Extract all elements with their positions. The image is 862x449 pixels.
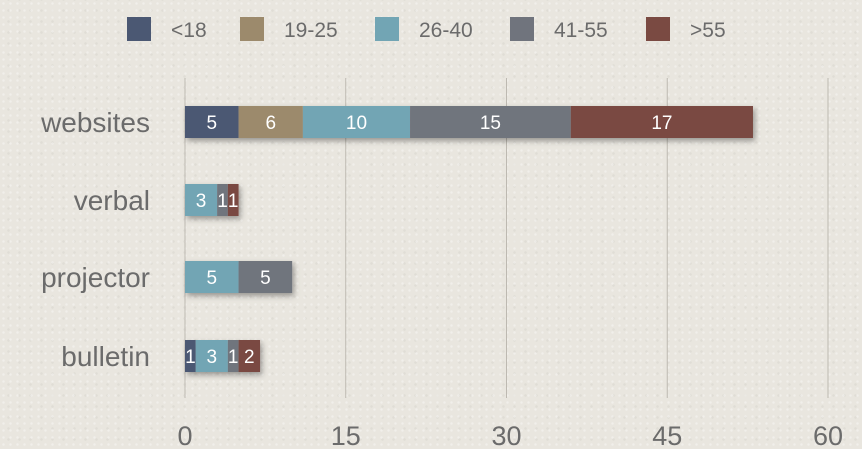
bar-row-labels: 5 6 10 15 17	[207, 113, 673, 134]
legend-item: 41-55	[510, 17, 608, 42]
data-label: 3	[207, 347, 218, 368]
bar-row	[185, 261, 293, 293]
category-labels: websites verbal projector bulletin	[40, 107, 150, 372]
data-label: 6	[265, 113, 276, 134]
bar-segment	[185, 340, 196, 372]
legend-label: 26-40	[419, 19, 473, 42]
bar-segment	[238, 340, 261, 372]
x-tick-label: 30	[491, 421, 521, 449]
x-axis-ticks: 0 15 30 45 60	[177, 421, 843, 449]
data-label: 2	[244, 347, 255, 368]
x-tick-label: 0	[177, 421, 192, 449]
bar-row	[185, 184, 239, 216]
bar-segment	[185, 184, 218, 216]
x-tick-label: 45	[652, 421, 682, 449]
data-label: 1	[217, 191, 228, 212]
bar-segment	[195, 340, 228, 372]
bar-segment	[570, 106, 753, 138]
bar-row	[185, 340, 261, 372]
bar-segment	[410, 106, 571, 138]
bar-segment	[227, 184, 239, 216]
legend-item: 19-25	[240, 17, 338, 42]
data-label: 10	[346, 113, 367, 134]
category-label: websites	[40, 107, 150, 138]
legend-swatch	[240, 17, 264, 41]
bar-segment	[238, 261, 293, 293]
legend-label: 41-55	[554, 19, 608, 42]
legend-item: 26-40	[375, 17, 473, 42]
bar-segment	[238, 106, 303, 138]
bar-segment	[302, 106, 411, 138]
data-label: 15	[480, 113, 501, 134]
data-label: 3	[196, 191, 207, 212]
legend-item: >55	[646, 17, 726, 42]
data-label: 17	[651, 113, 672, 134]
bar-segment	[217, 184, 228, 216]
data-label: 5	[207, 268, 218, 289]
bar-row	[185, 106, 753, 138]
x-tick-label: 15	[331, 421, 361, 449]
legend-swatch	[646, 17, 670, 41]
category-label: projector	[41, 262, 150, 293]
legend-label: 19-25	[284, 19, 338, 42]
legend-label: <18	[171, 19, 207, 42]
bar-segment	[185, 261, 239, 293]
legend: <18 19-25 26-40 41-55 >55	[127, 17, 726, 42]
legend-swatch	[127, 17, 151, 41]
bar-segment	[227, 340, 239, 372]
data-label: 1	[228, 191, 239, 212]
legend-label: >55	[690, 19, 726, 42]
x-tick-label: 60	[813, 421, 843, 449]
category-label: bulletin	[61, 341, 150, 372]
data-label: 5	[207, 113, 218, 134]
bars: 5 6 10 15 173 1 15 51 3 1 2	[185, 106, 753, 372]
data-label: 1	[185, 347, 196, 368]
data-label: 1	[228, 347, 239, 368]
bar-segment	[185, 106, 239, 138]
legend-swatch	[375, 17, 399, 41]
legend-item: <18	[127, 17, 207, 42]
category-label: verbal	[74, 185, 150, 216]
data-label: 5	[260, 268, 271, 289]
legend-swatch	[510, 17, 534, 41]
